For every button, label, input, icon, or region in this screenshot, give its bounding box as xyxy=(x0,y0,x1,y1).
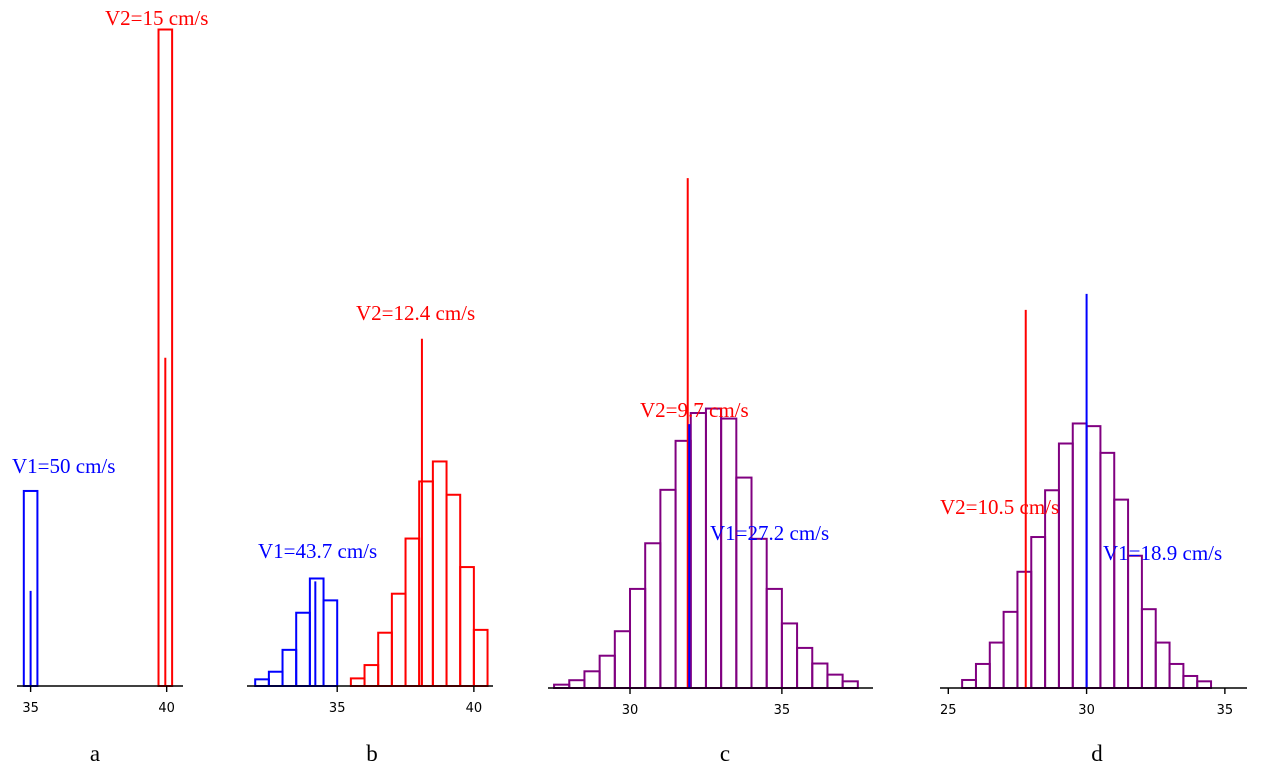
panel-letter-b: b xyxy=(366,741,378,766)
panel-b-tick-label-35: 35 xyxy=(329,701,346,716)
panel-letter-d: d xyxy=(1091,741,1103,766)
panel-b-v2-bar-4 xyxy=(404,537,421,688)
panel-d-combined-bar-3 xyxy=(1002,610,1019,689)
panel-d-tick-label-30: 30 xyxy=(1078,703,1095,718)
panel-d-v2-label: V2=10.5 cm/s xyxy=(940,495,1059,519)
panel-c-combined-bar-17 xyxy=(811,662,829,690)
panel-d-combined-bar-6 xyxy=(1044,489,1060,689)
panel-a-v2-label: V2=15 cm/s xyxy=(105,6,208,30)
panel-b-v2-bar-6 xyxy=(431,460,448,687)
panel-c-v1-label: V1=27.2 cm/s xyxy=(710,521,829,545)
panel-a-v1-label: V1=50 cm/s xyxy=(12,454,115,478)
panel-b-tick-label-40: 40 xyxy=(466,701,483,716)
panel-c-tick-label-30: 30 xyxy=(622,703,639,718)
panel-c-v2-label: V2=9.7 cm/s xyxy=(640,398,749,422)
panel-d-combined-bar-11 xyxy=(1113,498,1130,689)
panel-letter-a: a xyxy=(90,741,100,766)
panel-letter-c: c xyxy=(720,741,730,766)
panel-c-combined-bar-1 xyxy=(568,679,586,690)
panel-d-v1-label: V1=18.9 cm/s xyxy=(1103,541,1222,565)
panel-d-combined-bar-16 xyxy=(1182,674,1199,689)
panel-b-v1-bar-5 xyxy=(322,599,339,687)
panel-b-v1-bar-4 xyxy=(308,577,325,687)
panel-d-combined-bar-12 xyxy=(1127,554,1143,689)
panel-c-combined-bar-2 xyxy=(583,670,601,689)
panel-c-combined-bar-15 xyxy=(780,622,799,689)
panel-b-v1-bar-0 xyxy=(254,678,270,688)
panel-d-combined-bar-15 xyxy=(1168,662,1185,690)
panel-d-combined-bar-9 xyxy=(1085,425,1102,689)
panel-d-combined-bar-8 xyxy=(1071,422,1088,689)
panel-c-combined-bar-11 xyxy=(720,417,738,689)
panel-b-v1-bar-2 xyxy=(281,648,298,687)
panel-c-combined-bar-16 xyxy=(796,646,814,689)
panel-b-v2-bar-3 xyxy=(390,592,407,688)
panel-d-tick-label-35: 35 xyxy=(1217,703,1234,718)
panel-d-combined-bar-14 xyxy=(1154,641,1171,690)
panel-d-combined-bar-1 xyxy=(974,662,991,690)
panel-b-v2-bar-2 xyxy=(377,631,393,687)
panel-c-combined-bar-5 xyxy=(629,587,647,689)
panel-c-combined-bar-9 xyxy=(689,412,707,689)
panel-a-tick-label-40: 40 xyxy=(158,701,175,716)
panel-b-v1-bar-1 xyxy=(267,670,284,687)
panel-d-combined-bar-13 xyxy=(1140,608,1157,689)
panel-d-combined-bar-4 xyxy=(1016,570,1033,690)
panel-b-v2-bar-1 xyxy=(363,664,380,688)
panel-c-combined-bar-10 xyxy=(704,407,723,689)
panel-c-combined-bar-13 xyxy=(750,537,768,689)
panel-c-combined-bar-18 xyxy=(826,673,844,690)
panel-c-tick-label-35: 35 xyxy=(774,703,791,718)
panel-a-tick-label-35: 35 xyxy=(22,701,39,716)
panel-c-combined-bar-14 xyxy=(765,587,783,689)
panel-c-combined-bar-19 xyxy=(841,680,859,690)
panel-c-combined-bar-3 xyxy=(598,654,616,690)
panel-c-combined-bar-12 xyxy=(735,476,753,689)
panel-c-combined-bar-7 xyxy=(659,488,677,689)
panel-b-v2-bar-7 xyxy=(445,493,462,688)
panel-d-combined-bar-2 xyxy=(988,641,1005,690)
panel-d-combined-bar-10 xyxy=(1099,451,1116,689)
panel-b-v1-bar-3 xyxy=(295,611,311,687)
panel-b-v2-bar-0 xyxy=(349,677,366,688)
panel-b-v1-label: V1=43.7 cm/s xyxy=(258,539,377,563)
panel-c-combined-bar-4 xyxy=(613,630,632,689)
panel-d-combined-bar-7 xyxy=(1057,442,1074,690)
panel-b-v2-bar-9 xyxy=(472,628,489,687)
panel-d-combined-bar-5 xyxy=(1030,536,1047,690)
panel-c-combined-bar-6 xyxy=(644,542,662,690)
panel-b-v2-bar-8 xyxy=(459,566,475,688)
panel-d-tick-label-25: 25 xyxy=(940,703,957,718)
panel-d-combined-bar-0 xyxy=(961,678,977,689)
panel-d-combined-bar-17 xyxy=(1196,680,1213,690)
panel-b-v2-label: V2=12.4 cm/s xyxy=(356,301,475,325)
